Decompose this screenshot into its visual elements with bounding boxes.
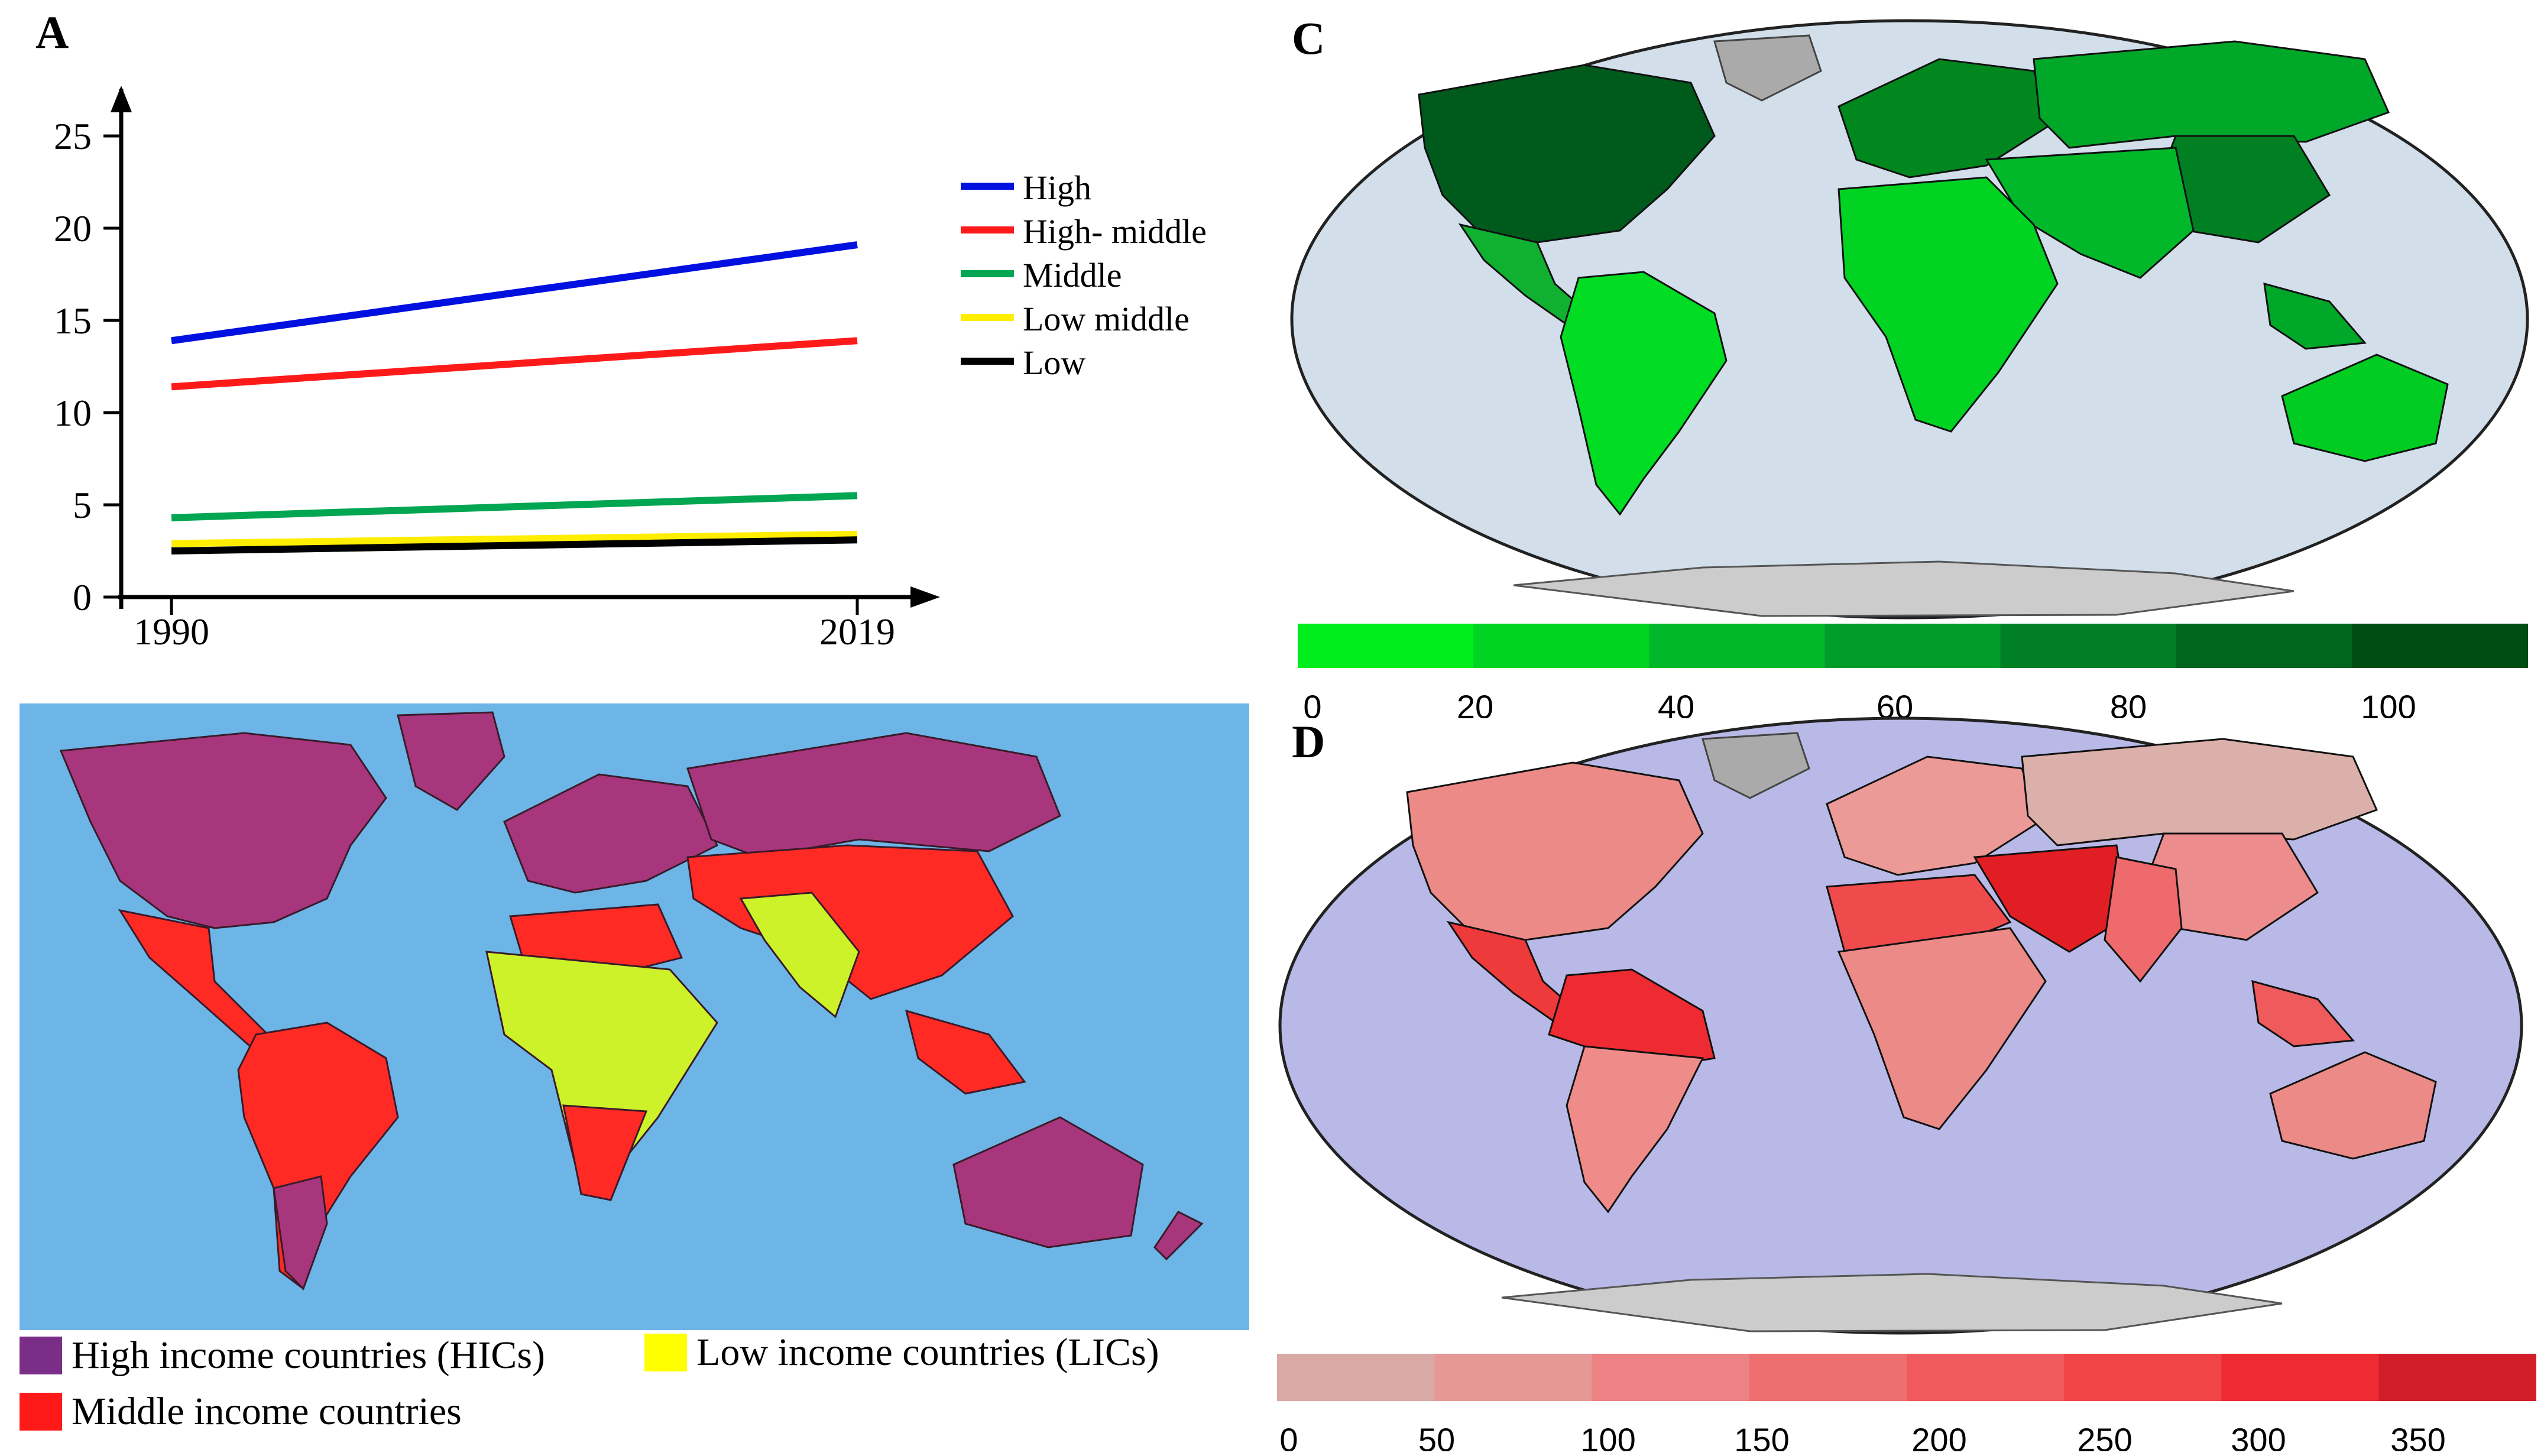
- y-tick-label: 15: [54, 300, 92, 342]
- colorbar-c: 0 20 40 60 80 100: [1298, 624, 2528, 718]
- colorbar-tick-label: 80: [2110, 688, 2147, 718]
- region-antarctica: [1513, 560, 2295, 617]
- region-russia: [686, 732, 1061, 858]
- colorbar-tick-label: 150: [1734, 1421, 1789, 1451]
- region-asia-middle: [686, 844, 1014, 1000]
- colorbar-tick-label: 350: [2390, 1421, 2445, 1451]
- series-line-1: [171, 337, 858, 391]
- region-middle-east: [1973, 844, 2130, 953]
- colorbar-tick-label: 0: [1303, 688, 1321, 718]
- colorbar-segment: [1649, 624, 1826, 668]
- map-c: [1290, 19, 2529, 620]
- region-new-zealand: [1153, 1211, 1204, 1261]
- region-europe: [1826, 755, 2041, 876]
- panel-letter-a: A: [35, 7, 69, 58]
- region-north-america: [59, 732, 387, 929]
- legend-label: Middle income countries: [72, 1390, 462, 1433]
- y-tick-label: 0: [73, 576, 92, 618]
- legend-label: High- middle: [1023, 212, 1207, 251]
- legend-label: High: [1023, 168, 1091, 207]
- colorbar-segment: [1434, 1354, 1593, 1401]
- colorbar-tick-label: 50: [1418, 1421, 1455, 1451]
- colorbar-tick-label: 300: [2231, 1421, 2286, 1451]
- region-south-asia: [739, 891, 860, 1019]
- y-axis-arrow: [111, 86, 132, 112]
- y-tick-label: 5: [73, 484, 92, 526]
- legend-swatch: [20, 1337, 62, 1374]
- legend-label: Low middle: [1023, 300, 1190, 338]
- region-south-america-south: [1566, 1045, 1704, 1214]
- legend-label: Low: [1023, 343, 1085, 382]
- colorbar-segment: [1749, 1354, 1907, 1401]
- colorbar-tick-label: 200: [1911, 1421, 1966, 1451]
- colorbar-tick-label: 100: [1580, 1421, 1635, 1451]
- legend-swatch: [20, 1393, 62, 1431]
- region-australia: [2269, 1051, 2437, 1160]
- region-russia: [2033, 40, 2390, 149]
- income-map: [20, 703, 1249, 1330]
- colorbar-segment: [2378, 1354, 2536, 1401]
- region-north-america: [1418, 64, 1716, 244]
- region-greenland: [1702, 732, 1810, 799]
- y-tick-label: 25: [54, 115, 92, 157]
- region-australia: [2281, 354, 2449, 462]
- colorbar-segment: [1824, 624, 2001, 668]
- line-chart: 0 5 10 15 20 25 1990 2019 High High- middle Middl…: [54, 86, 1207, 653]
- region-south-asia: [2104, 856, 2183, 983]
- region-south-america: [1560, 271, 1728, 516]
- x-tick-label: 1990: [134, 611, 209, 653]
- colorbar-segment: [1907, 1354, 2065, 1401]
- x-tick-label: 2019: [819, 611, 895, 653]
- region-north-america: [1406, 761, 1704, 941]
- region-southeast-asia: [905, 1009, 1026, 1095]
- legend-swatch: [644, 1334, 687, 1371]
- colorbar-segment: [2351, 624, 2528, 668]
- colorbar-segment: [1298, 624, 1474, 668]
- region-southern-cone: [273, 1175, 328, 1290]
- colorbar-segment: [2221, 1354, 2380, 1401]
- region-southeast-asia: [2263, 282, 2367, 350]
- legend-label: High income countries (HICs): [72, 1334, 545, 1377]
- region-sub-saharan-africa: [1837, 927, 2047, 1130]
- colorbar-d: 0 50 100 150 200 250 300 350: [1277, 1354, 2536, 1451]
- region-antarctica: [1501, 1273, 2283, 1332]
- colorbar-tick-label: 100: [2361, 688, 2416, 718]
- colorbar-segment: [2000, 624, 2177, 668]
- colorbar-segment: [2176, 624, 2352, 668]
- panel-letter-c: C: [1292, 12, 1326, 64]
- colorbar-tick-label: 0: [1279, 1421, 1298, 1451]
- region-greenland: [1713, 34, 1822, 102]
- colorbar-tick-label: 40: [1658, 688, 1694, 718]
- region-southern-africa: [562, 1104, 648, 1201]
- map-d: [1278, 716, 2523, 1335]
- region-europe: [503, 773, 719, 894]
- colorbar-tick-label: 20: [1457, 688, 1493, 718]
- colorbar-segment: [2064, 1354, 2222, 1401]
- region-africa: [1837, 176, 2059, 433]
- legend-label: Low income countries (LICs): [696, 1331, 1159, 1374]
- legend-label: Middle: [1023, 256, 1122, 294]
- colorbar-segment: [1277, 1354, 1435, 1401]
- series-line-4: [171, 536, 858, 554]
- legend-low-income: Low income countries (LICs): [644, 1330, 1159, 1375]
- series-line-2: [171, 492, 858, 521]
- series-line-0: [171, 241, 858, 345]
- panel-letter-d: D: [1292, 716, 1326, 767]
- region-australia: [952, 1116, 1144, 1249]
- region-southeast-asia: [2251, 980, 2355, 1048]
- legend-high-income: High income countries (HICs): [20, 1333, 545, 1378]
- region-russia: [2021, 738, 2378, 847]
- colorbar-segment: [1473, 624, 1650, 668]
- colorbar-tick-label: 250: [2077, 1421, 2132, 1451]
- legend-middle-income: Middle income countries: [20, 1389, 462, 1434]
- series-line-3: [171, 530, 858, 547]
- y-tick-label: 20: [54, 207, 92, 249]
- colorbar-tick-label: 60: [1877, 688, 1913, 718]
- region-greenland: [397, 711, 505, 811]
- y-tick-label: 10: [54, 392, 92, 434]
- colorbar-segment: [1592, 1354, 1750, 1401]
- x-axis-arrow: [910, 586, 940, 608]
- region-europe: [1837, 58, 2053, 179]
